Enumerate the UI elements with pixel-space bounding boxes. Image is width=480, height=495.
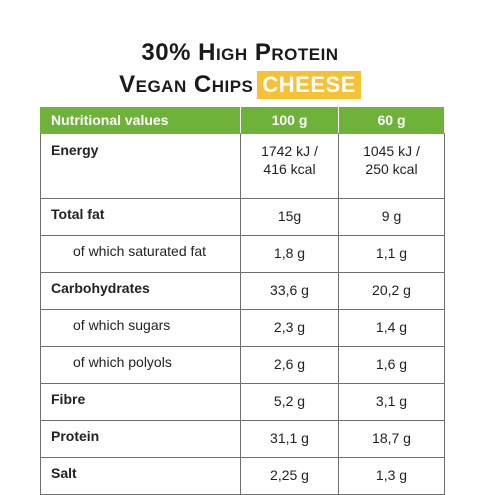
title-product-name: Vegan Chips — [119, 71, 254, 98]
row-label: Carbohydrates — [40, 272, 241, 310]
value-per-100g: 33,6 g — [240, 272, 339, 310]
header-nutritional-values: Nutritional values — [40, 106, 241, 134]
value-per-60g: 9 g — [338, 198, 445, 236]
value-per-60g: 1,3 g — [338, 457, 445, 495]
value-per-60g: 1,6 g — [338, 346, 445, 384]
table-row-salt: Salt 2,25 g 1,3 g — [40, 457, 445, 495]
value-per-100g: 2,25 g — [240, 457, 339, 495]
header-per-60g: 60 g — [338, 106, 445, 134]
energy-kcal-60g: 250 kcal — [365, 161, 418, 177]
value-per-100g: 2,3 g — [240, 309, 339, 347]
table-row-saturated-fat: of which saturated fat 1,8 g 1,1 g — [40, 235, 445, 273]
nutrition-table: Nutritional values 100 g 60 g Energy 174… — [40, 106, 445, 495]
value-per-100g: 2,6 g — [240, 346, 339, 384]
product-title: 30% High Protein Vegan Chips CHEESE — [0, 38, 480, 100]
value-per-60g: 1045 kJ / 250 kcal — [338, 133, 445, 199]
value-per-100g: 15g — [240, 198, 339, 236]
row-label: Energy — [40, 133, 241, 199]
value-per-60g: 3,1 g — [338, 383, 445, 421]
row-label: of which saturated fat — [40, 235, 241, 273]
table-row-fibre: Fibre 5,2 g 3,1 g — [40, 383, 445, 421]
value-per-60g: 20,2 g — [338, 272, 445, 310]
table-row-polyols: of which polyols 2,6 g 1,6 g — [40, 346, 445, 384]
table-row-protein: Protein 31,1 g 18,7 g — [40, 420, 445, 458]
energy-kj-60g: 1045 kJ / — [363, 143, 420, 159]
energy-kj-100g: 1742 kJ / — [261, 143, 318, 159]
table-header-row: Nutritional values 100 g 60 g — [40, 106, 445, 134]
value-per-60g: 1,4 g — [338, 309, 445, 347]
table-row-carbohydrates: Carbohydrates 33,6 g 20,2 g — [40, 272, 445, 310]
value-per-100g: 5,2 g — [240, 383, 339, 421]
row-label: Fibre — [40, 383, 241, 421]
flavor-badge: CHEESE — [257, 71, 361, 99]
title-line-2: Vegan Chips CHEESE — [0, 70, 480, 100]
value-per-100g: 1742 kJ / 416 kcal — [240, 133, 339, 199]
header-per-100g: 100 g — [240, 106, 339, 134]
row-label: Salt — [40, 457, 241, 495]
table-row-total-fat: Total fat 15g 9 g — [40, 198, 445, 236]
table-row-energy: Energy 1742 kJ / 416 kcal 1045 kJ / 250 … — [40, 133, 445, 199]
row-label: Total fat — [40, 198, 241, 236]
row-label: of which sugars — [40, 309, 241, 347]
row-label: of which polyols — [40, 346, 241, 384]
row-label: Protein — [40, 420, 241, 458]
energy-kcal-100g: 416 kcal — [263, 161, 316, 177]
value-per-60g: 18,7 g — [338, 420, 445, 458]
value-per-100g: 31,1 g — [240, 420, 339, 458]
value-per-60g: 1,1 g — [338, 235, 445, 273]
title-line-1: 30% High Protein — [141, 39, 339, 66]
value-per-100g: 1,8 g — [240, 235, 339, 273]
table-row-sugars: of which sugars 2,3 g 1,4 g — [40, 309, 445, 347]
